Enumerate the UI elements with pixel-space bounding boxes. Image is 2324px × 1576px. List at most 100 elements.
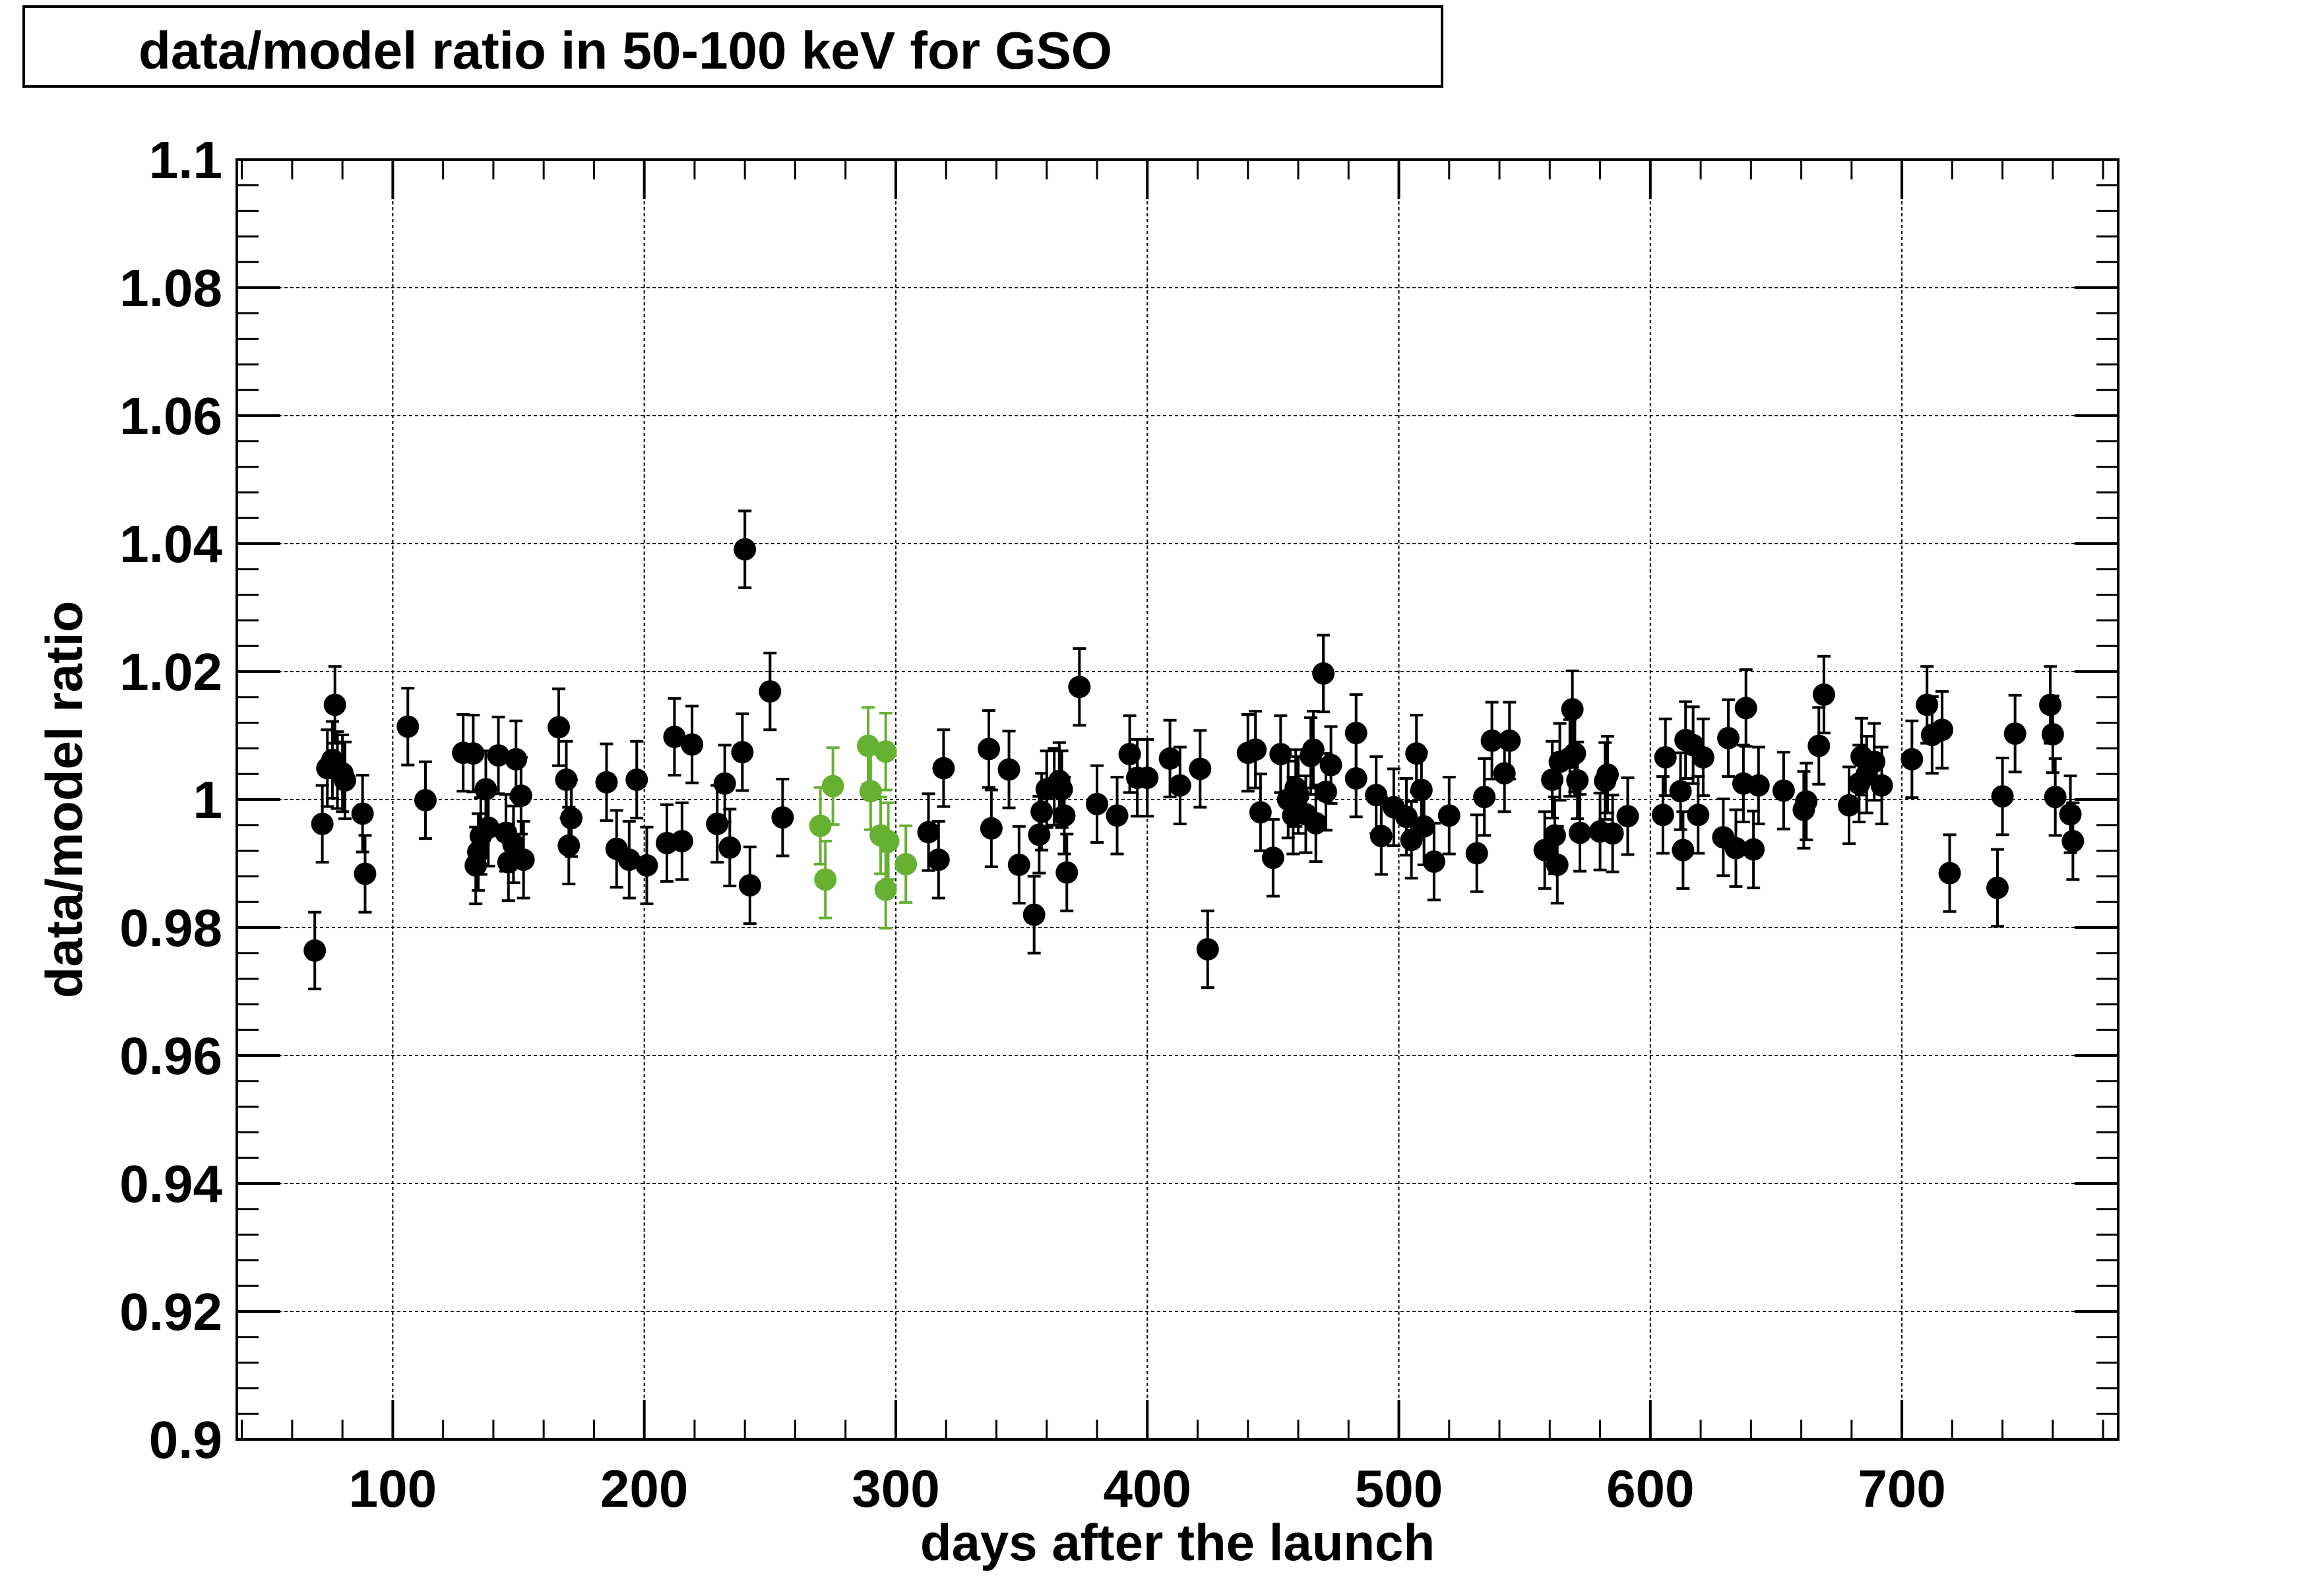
data-point xyxy=(1772,779,1795,802)
data-point xyxy=(1050,778,1073,801)
data-point xyxy=(1734,697,1757,720)
y-axis-label: data/model ratio xyxy=(35,601,93,998)
data-point xyxy=(1196,937,1219,961)
data-point xyxy=(2041,723,2064,746)
data-point xyxy=(927,848,950,871)
data-point xyxy=(1569,821,1592,844)
data-point-highlight xyxy=(859,780,882,803)
data-point xyxy=(1319,753,1342,776)
data-point xyxy=(1030,800,1053,823)
data-point xyxy=(1261,846,1284,869)
data-point xyxy=(1344,722,1367,745)
data-point xyxy=(351,802,374,825)
data-point xyxy=(1028,823,1051,846)
data-point xyxy=(1405,742,1428,765)
data-point xyxy=(1616,805,1639,828)
data-point xyxy=(1742,838,1765,861)
data-point xyxy=(477,816,500,839)
data-point xyxy=(1422,850,1445,873)
data-point xyxy=(1563,742,1586,765)
data-point xyxy=(1085,792,1108,815)
data-point xyxy=(1068,676,1091,699)
data-point xyxy=(1669,780,1692,803)
y-tick-label: 0.98 xyxy=(119,898,222,957)
data-point xyxy=(1546,853,1569,876)
data-point xyxy=(1269,743,1292,766)
x-tick-labels: 100 200 300 400 500 600 700 xyxy=(349,1459,1946,1518)
data-point xyxy=(917,821,940,844)
data-point xyxy=(1938,862,1961,885)
data-point xyxy=(617,848,641,871)
data-point-highlight xyxy=(809,814,832,837)
data-point xyxy=(323,693,346,716)
data-point xyxy=(303,939,327,962)
x-tick-label: 300 xyxy=(852,1459,939,1518)
data-point-highlight xyxy=(877,830,900,853)
data-point xyxy=(1541,768,1564,791)
data-point-highlight xyxy=(814,868,837,891)
data-point-highlight xyxy=(857,734,880,757)
data-point xyxy=(1986,876,2009,899)
data-point xyxy=(396,715,420,738)
chart-title-box: data/model ratio in 50-100 keV for GSO xyxy=(22,5,1443,88)
x-axis-label: days after the launch xyxy=(920,1513,1435,1571)
data-point xyxy=(1158,747,1181,770)
data-point xyxy=(1654,745,1677,769)
data-point xyxy=(354,862,377,885)
data-point xyxy=(333,769,356,792)
y-tick-label: 0.9 xyxy=(149,1410,222,1469)
chart-title: data/model ratio in 50-100 keV for GSO xyxy=(139,21,1112,80)
data-point xyxy=(1672,838,1695,862)
data-point xyxy=(1022,903,1046,926)
data-point xyxy=(1651,804,1674,827)
data-point xyxy=(713,772,736,795)
data-point xyxy=(718,836,741,859)
data-point xyxy=(1991,785,2014,808)
data-point xyxy=(1118,743,1141,766)
data-point xyxy=(487,744,510,767)
data-point xyxy=(1168,774,1191,797)
data-point xyxy=(1543,824,1566,847)
data-point xyxy=(1302,738,1325,761)
data-point xyxy=(1437,804,1460,827)
data-point xyxy=(1249,801,1272,824)
data-point xyxy=(1412,815,1435,838)
data-series xyxy=(303,509,2085,991)
data-point xyxy=(414,788,437,811)
y-tick-label: 0.96 xyxy=(119,1026,222,1085)
data-point xyxy=(997,758,1021,781)
data-point xyxy=(635,854,658,877)
data-point xyxy=(1870,774,1893,797)
y-tick-label: 0.92 xyxy=(119,1282,222,1341)
data-point xyxy=(1498,729,1521,752)
data-point xyxy=(1566,769,1589,792)
data-point xyxy=(1812,683,1835,706)
data-point xyxy=(2003,722,2026,745)
x-tick-label: 500 xyxy=(1355,1459,1443,1518)
data-point xyxy=(1189,757,1212,780)
data-point xyxy=(1931,718,1954,741)
data-point xyxy=(595,771,618,794)
data-point xyxy=(462,742,485,765)
data-point-highlight xyxy=(821,774,844,798)
x-tick-label: 100 xyxy=(349,1459,437,1518)
data-point xyxy=(1314,780,1337,804)
data-point xyxy=(978,738,1001,761)
data-point xyxy=(1344,767,1367,790)
data-point xyxy=(1007,853,1030,876)
data-point xyxy=(1900,747,1924,771)
data-point xyxy=(771,806,794,829)
data-point xyxy=(759,680,782,703)
data-point-highlight xyxy=(874,878,897,901)
data-point xyxy=(2044,786,2067,809)
data-point xyxy=(1561,698,1584,721)
data-point xyxy=(505,747,528,771)
data-point xyxy=(512,848,535,871)
data-point xyxy=(1838,794,1861,817)
data-point xyxy=(1136,767,1159,790)
data-point xyxy=(681,733,704,756)
grid-lines xyxy=(237,160,2118,1439)
data-point xyxy=(1596,763,1619,786)
data-point xyxy=(625,768,648,791)
data-point xyxy=(1055,861,1079,884)
